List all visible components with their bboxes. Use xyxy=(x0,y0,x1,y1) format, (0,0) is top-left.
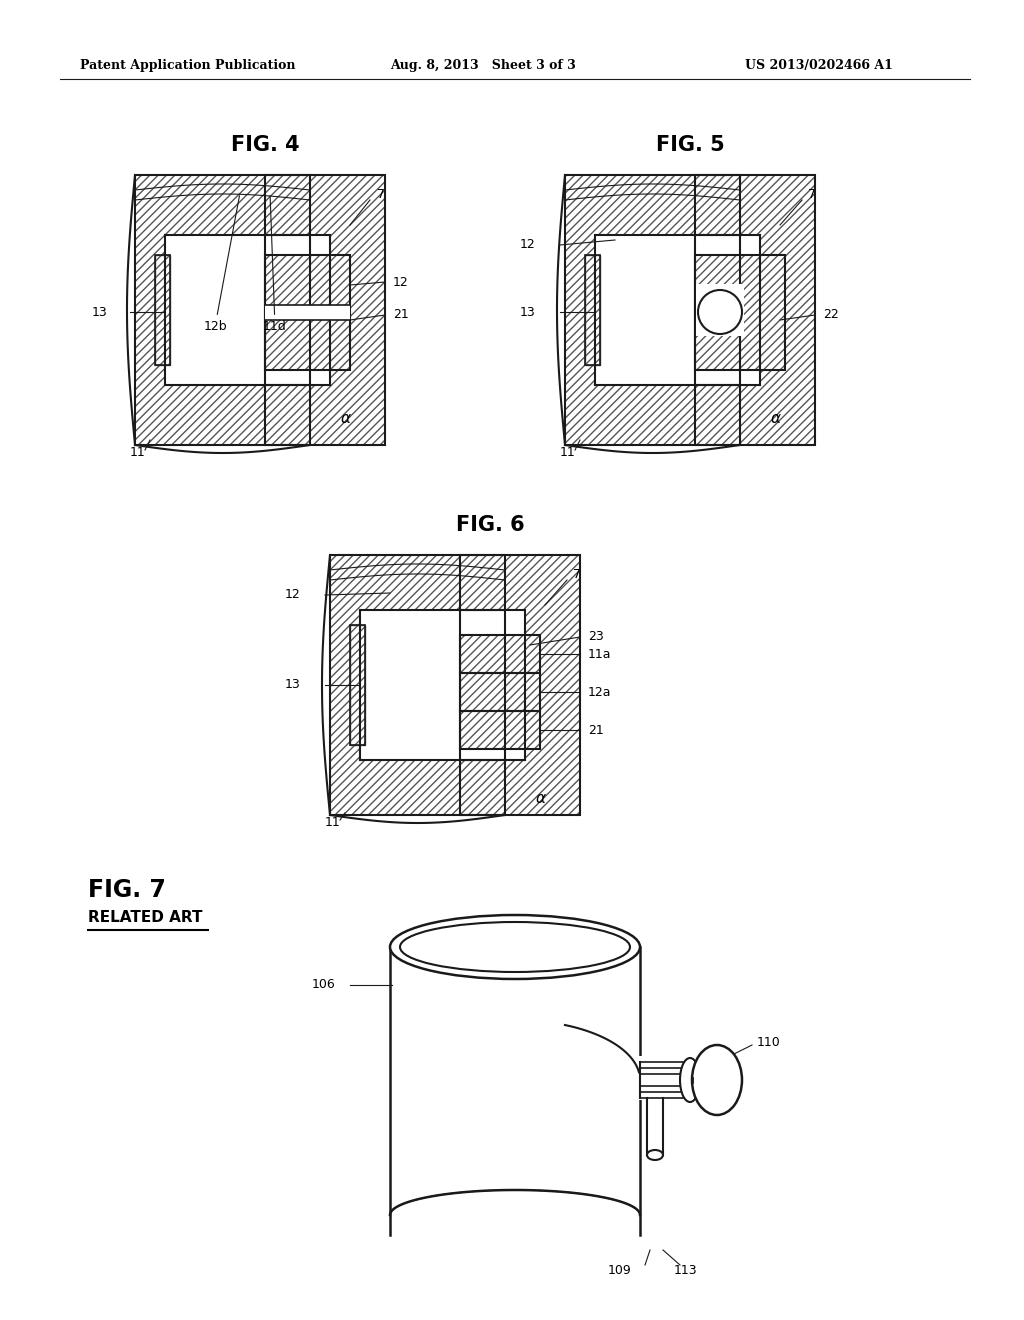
Bar xyxy=(460,711,540,748)
Bar xyxy=(155,255,170,366)
Text: FIG. 5: FIG. 5 xyxy=(655,135,724,154)
Text: FIG. 7: FIG. 7 xyxy=(88,878,166,902)
Text: 13: 13 xyxy=(519,305,535,318)
Bar xyxy=(565,176,740,445)
Ellipse shape xyxy=(680,1059,700,1102)
Bar xyxy=(585,255,600,366)
Bar xyxy=(565,176,740,445)
Bar xyxy=(696,284,744,337)
Text: Aug. 8, 2013   Sheet 3 of 3: Aug. 8, 2013 Sheet 3 of 3 xyxy=(390,58,575,71)
Bar xyxy=(460,635,540,673)
Text: $\alpha$: $\alpha$ xyxy=(535,791,547,807)
Text: FIG. 4: FIG. 4 xyxy=(230,135,299,154)
Ellipse shape xyxy=(400,921,630,972)
Text: $\alpha$: $\alpha$ xyxy=(770,411,782,426)
Text: 13: 13 xyxy=(285,678,300,692)
Text: 7: 7 xyxy=(808,189,816,202)
Text: Patent Application Publication: Patent Application Publication xyxy=(80,58,296,71)
Text: RELATED ART: RELATED ART xyxy=(88,911,203,925)
Bar xyxy=(460,554,580,814)
Bar xyxy=(460,673,540,711)
Text: 12: 12 xyxy=(285,589,300,602)
Text: FIG. 6: FIG. 6 xyxy=(456,515,524,535)
Bar xyxy=(350,624,365,744)
Text: 22: 22 xyxy=(823,309,839,322)
Text: 12: 12 xyxy=(519,239,535,252)
Text: 109: 109 xyxy=(608,1263,632,1276)
Text: 12a: 12a xyxy=(588,685,611,698)
Bar xyxy=(460,554,580,814)
Text: US 2013/0202466 A1: US 2013/0202466 A1 xyxy=(745,58,893,71)
Bar xyxy=(135,176,310,445)
Text: 11a: 11a xyxy=(588,648,611,660)
Text: 23: 23 xyxy=(588,631,604,644)
Text: 7: 7 xyxy=(377,189,385,202)
Bar xyxy=(350,624,365,744)
Bar xyxy=(695,176,815,445)
Bar xyxy=(595,235,740,385)
Bar xyxy=(330,554,505,814)
Bar xyxy=(460,635,540,673)
Text: 113: 113 xyxy=(673,1263,696,1276)
Bar xyxy=(695,176,815,445)
Ellipse shape xyxy=(390,915,640,979)
Bar xyxy=(265,235,330,385)
Bar xyxy=(265,176,385,445)
Bar xyxy=(155,255,170,366)
Text: 11: 11 xyxy=(325,817,341,829)
Text: 11: 11 xyxy=(130,446,145,459)
Text: 13: 13 xyxy=(91,305,106,318)
Ellipse shape xyxy=(692,1045,742,1115)
Text: $\alpha$: $\alpha$ xyxy=(340,411,352,426)
Text: 21: 21 xyxy=(588,723,604,737)
Text: 7: 7 xyxy=(573,569,581,582)
Bar xyxy=(360,610,505,760)
Circle shape xyxy=(698,290,742,334)
Bar xyxy=(638,1056,687,1100)
Bar xyxy=(460,673,540,711)
Bar xyxy=(585,255,600,366)
Bar xyxy=(460,711,540,748)
Bar xyxy=(265,255,350,370)
Bar xyxy=(695,255,785,370)
Text: 12b: 12b xyxy=(203,195,240,333)
Bar xyxy=(460,610,525,760)
Bar xyxy=(165,235,310,385)
Bar xyxy=(265,305,350,319)
Text: 11: 11 xyxy=(560,446,575,459)
Bar xyxy=(695,235,760,385)
Text: 11d: 11d xyxy=(263,195,287,333)
Bar xyxy=(135,176,310,445)
Bar xyxy=(695,255,785,370)
Text: 21: 21 xyxy=(393,309,409,322)
Bar xyxy=(330,554,505,814)
Bar xyxy=(265,255,350,370)
Ellipse shape xyxy=(647,1150,663,1160)
Text: 106: 106 xyxy=(311,978,335,991)
Text: 110: 110 xyxy=(757,1035,780,1048)
Bar xyxy=(265,176,385,445)
Text: 12: 12 xyxy=(393,276,409,289)
